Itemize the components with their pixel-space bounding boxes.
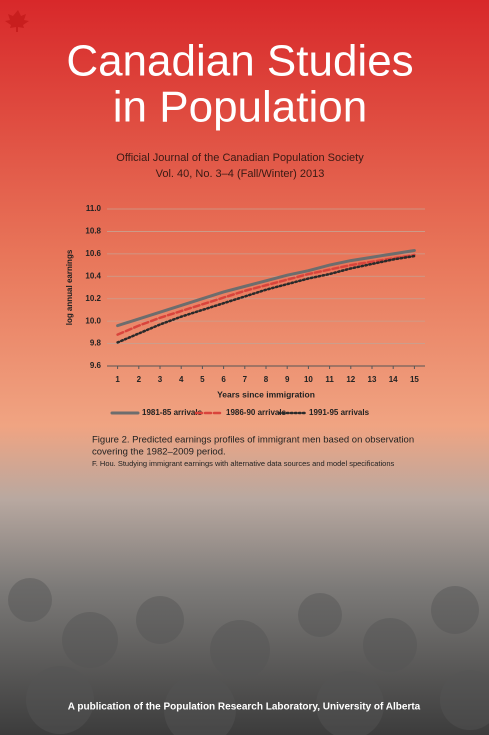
maple-leaf-icon bbox=[5, 10, 29, 32]
caption: covering the 1982–2009 period. bbox=[92, 447, 226, 458]
series-line bbox=[116, 248, 416, 328]
title: Canadian Studies bbox=[66, 37, 413, 86]
x-tick-label: 10 bbox=[304, 375, 313, 384]
y-tick-label: 9.6 bbox=[90, 361, 102, 370]
journal-line: Official Journal of the Canadian Populat… bbox=[116, 152, 364, 164]
series-line bbox=[116, 254, 416, 344]
footer: A publication of the Population Research… bbox=[68, 702, 421, 713]
y-tick-label: 10.8 bbox=[85, 227, 101, 236]
crowd-texture bbox=[8, 578, 489, 735]
y-axis-label: log annual earnings bbox=[65, 249, 74, 325]
x-tick-label: 6 bbox=[221, 375, 226, 384]
y-tick-label: 9.8 bbox=[90, 339, 102, 348]
y-tick-label: 10.6 bbox=[85, 249, 101, 258]
legend-label: 1981-85 arrivals bbox=[142, 408, 203, 417]
series-line bbox=[116, 253, 416, 336]
x-tick-label: 3 bbox=[158, 375, 163, 384]
title: in Population bbox=[113, 83, 367, 132]
x-tick-label: 9 bbox=[285, 375, 290, 384]
x-tick-label: 8 bbox=[264, 375, 269, 384]
x-tick-label: 7 bbox=[243, 375, 248, 384]
x-tick-label: 5 bbox=[200, 375, 205, 384]
x-tick-label: 11 bbox=[325, 375, 334, 384]
y-tick-label: 10.0 bbox=[85, 316, 101, 325]
x-axis-label: Years since immigration bbox=[217, 389, 315, 399]
x-tick-label: 13 bbox=[368, 375, 377, 384]
legend-label: 1986-90 arrivals bbox=[226, 408, 287, 417]
caption-source: F. Hou. Studying immigrant earnings with… bbox=[92, 459, 394, 468]
legend-label: 1991-95 arrivals bbox=[309, 408, 370, 417]
caption: Figure 2. Predicted earnings profiles of… bbox=[92, 435, 414, 446]
x-tick-label: 14 bbox=[389, 375, 398, 384]
y-tick-label: 10.2 bbox=[85, 294, 101, 303]
y-tick-label: 10.4 bbox=[85, 271, 101, 280]
x-tick-label: 12 bbox=[346, 375, 355, 384]
journal-line: Vol. 40, No. 3–4 (Fall/Winter) 2013 bbox=[156, 168, 325, 180]
x-tick-label: 15 bbox=[410, 375, 419, 384]
x-tick-label: 1 bbox=[115, 375, 120, 384]
y-tick-label: 11.0 bbox=[86, 204, 102, 213]
x-tick-label: 4 bbox=[179, 375, 184, 384]
x-tick-label: 2 bbox=[137, 375, 142, 384]
